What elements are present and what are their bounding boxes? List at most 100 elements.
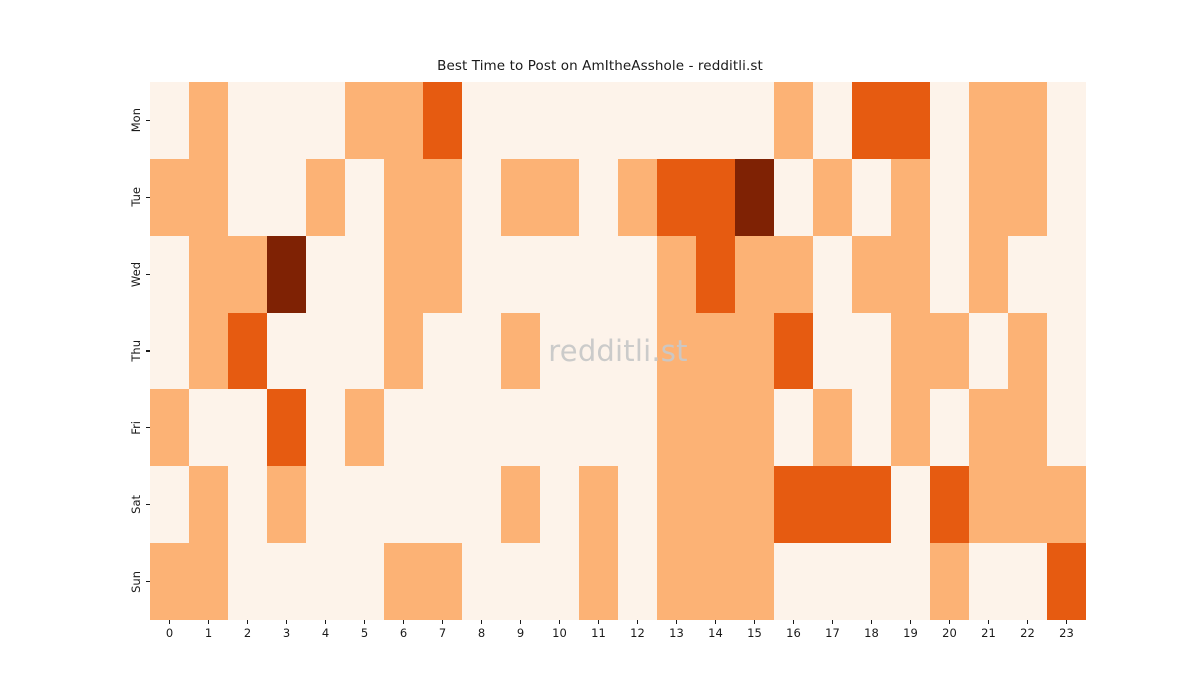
x-tick-label: 15 (747, 626, 762, 640)
x-tick-mark (1026, 620, 1029, 624)
heatmap-cell (345, 235, 384, 313)
heatmap-cell (462, 543, 501, 620)
y-tick-mark (146, 119, 150, 122)
heatmap-cell (501, 312, 540, 390)
x-tick-15: 15 (735, 620, 774, 640)
heatmap-cell (267, 158, 306, 236)
heatmap-cell (696, 543, 735, 620)
y-tick-label: Fri (128, 420, 143, 435)
heatmap-cell (813, 235, 852, 313)
x-tick-mark (1065, 620, 1068, 624)
heatmap-cell (891, 235, 930, 313)
heatmap-cell (774, 158, 813, 236)
y-tick-mon: Mon (0, 82, 150, 159)
y-tick-sun: Sun (0, 543, 150, 620)
heatmap-cell (228, 466, 267, 544)
heatmap-cell (1047, 543, 1086, 620)
x-tick-mark (285, 620, 288, 624)
x-tick-21: 21 (969, 620, 1008, 640)
y-tick-tue: Tue (0, 159, 150, 236)
heatmap-cell (891, 466, 930, 544)
x-tick-mark (987, 620, 990, 624)
heatmap-cell (774, 235, 813, 313)
y-axis: Mon Tue Wed Thu Fri Sat Sun (0, 82, 150, 620)
heatmap-cell (1047, 312, 1086, 390)
heatmap-cell (228, 158, 267, 236)
x-tick-mark (246, 620, 249, 624)
heatmap-cell (696, 158, 735, 236)
y-tick-fri: Fri (0, 389, 150, 466)
heatmap-cell (150, 235, 189, 313)
x-tick-13: 13 (657, 620, 696, 640)
heatmap-cell (540, 389, 579, 467)
x-tick-11: 11 (579, 620, 618, 640)
heatmap-cell (696, 82, 735, 159)
heatmap-cell (1008, 543, 1047, 620)
heatmap-cell (852, 312, 891, 390)
heatmap-cell (735, 312, 774, 390)
heatmap-cell (423, 466, 462, 544)
heatmap-cell (852, 82, 891, 159)
heatmap-cell (267, 389, 306, 467)
heatmap-cell (345, 312, 384, 390)
heatmap-cell (189, 466, 228, 544)
heatmap-cell (384, 158, 423, 236)
heatmap-cell (657, 466, 696, 544)
heatmap-cell (267, 466, 306, 544)
heatmap-cell (735, 389, 774, 467)
heatmap-cell (345, 543, 384, 620)
y-tick-label: Sat (128, 495, 143, 515)
y-tick-mark (146, 427, 150, 429)
x-tick-label: 17 (825, 626, 840, 640)
heatmap-cell (501, 389, 540, 467)
heatmap-cell (501, 235, 540, 313)
x-tick-18: 18 (852, 620, 891, 640)
heatmap-cell (1047, 82, 1086, 159)
heatmap-cell (735, 82, 774, 159)
heatmap-cell (774, 466, 813, 544)
heatmap-cell (813, 543, 852, 620)
x-tick-mark (636, 620, 639, 624)
x-tick-mark (597, 620, 600, 624)
heatmap-cell (462, 312, 501, 390)
heatmap-cell (384, 543, 423, 620)
heatmap-cell (891, 543, 930, 620)
y-tick-label: Sun (128, 570, 143, 593)
heatmap-cell (969, 312, 1008, 390)
heatmap-cell (735, 466, 774, 544)
x-tick-mark (948, 620, 951, 624)
y-tick-label: Thu (128, 340, 143, 362)
heatmap-cell (1008, 389, 1047, 467)
x-tick-mark (558, 620, 561, 624)
x-tick-19: 19 (891, 620, 930, 640)
x-tick-12: 12 (618, 620, 657, 640)
heatmap-cell (462, 389, 501, 467)
heatmap-cell (306, 82, 345, 159)
heatmap-cell (345, 389, 384, 467)
heatmap-cell (852, 543, 891, 620)
heatmap-cell (930, 312, 969, 390)
heatmap-cell (462, 235, 501, 313)
x-tick-0: 0 (150, 620, 189, 640)
heatmap-cell (930, 389, 969, 467)
heatmap-cell (345, 82, 384, 159)
heatmap-cell (618, 82, 657, 159)
heatmap-cell (423, 389, 462, 467)
heatmap-cell (930, 466, 969, 544)
x-tick-label: 14 (708, 626, 723, 640)
heatmap-cell (189, 235, 228, 313)
x-tick-5: 5 (345, 620, 384, 640)
heatmap-cell (657, 235, 696, 313)
x-tick-mark (675, 620, 678, 624)
heatmap-cell (150, 312, 189, 390)
heatmap-cell (384, 312, 423, 390)
heatmap-cell (813, 466, 852, 544)
heatmap-cell (657, 312, 696, 390)
y-tick-label: Mon (128, 108, 143, 133)
x-tick-14: 14 (696, 620, 735, 640)
heatmap-cell (189, 312, 228, 390)
heatmap-cell (462, 158, 501, 236)
heatmap-cell (189, 543, 228, 620)
x-tick-label: 16 (786, 626, 801, 640)
x-tick-label: 20 (942, 626, 957, 640)
